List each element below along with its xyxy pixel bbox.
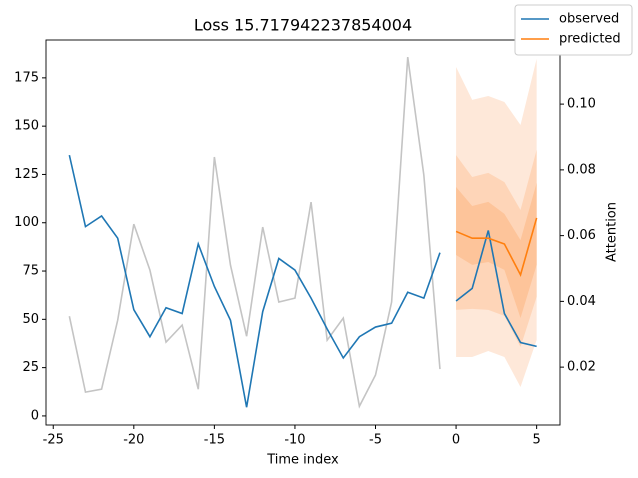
y2-tick-label: 0.04 [567,294,596,309]
y-tick-label: 0 [31,408,39,423]
y-tick-label: 125 [14,167,39,182]
x-tick-label: -15 [204,433,225,448]
y2-tick-label: 0.02 [567,360,596,375]
series-line [68,56,441,409]
series-line [68,154,441,408]
y2-tick-label: 0.10 [567,97,596,112]
y2-tick-label: 0.06 [567,228,596,243]
legend-label: predicted [559,32,621,47]
y2-tick-label: 0.08 [567,162,596,177]
x-tick-label: 0 [452,433,460,448]
x-tick-label: -20 [123,433,144,448]
axes-frame [45,39,561,426]
x-axis-label: Time index [266,453,339,468]
legend-label: observed [559,12,619,27]
y-tick-label: 50 [22,312,39,327]
y-tick-label: 75 [22,264,39,279]
series-line [455,230,537,348]
x-tick-label: -10 [284,433,305,448]
y-tick-label: 100 [14,215,39,230]
y-tick-label: 25 [22,360,39,375]
chart-title: Loss 15.717942237854004 [194,16,412,35]
x-tick-label: 5 [532,433,540,448]
y-tick-label: 150 [14,119,39,134]
legend-box [514,4,633,56]
series-line [455,217,538,278]
x-tick-label: -25 [43,433,64,448]
y-tick-label: 175 [14,70,39,85]
y2-axis-label: Attention [605,202,620,262]
quantile-band [456,182,537,318]
x-tick-label: -5 [369,433,382,448]
